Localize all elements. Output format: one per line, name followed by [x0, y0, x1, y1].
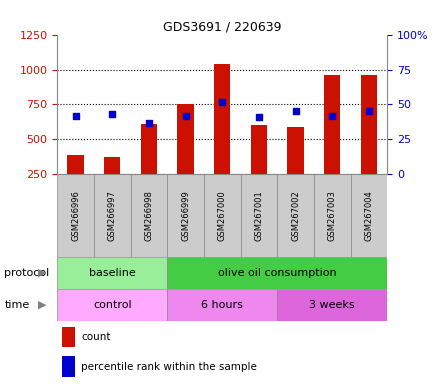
Point — [365, 108, 372, 114]
Point — [292, 108, 299, 114]
Text: GSM267003: GSM267003 — [328, 190, 337, 241]
Text: time: time — [4, 300, 29, 310]
Point — [219, 99, 226, 105]
Bar — [67, 155, 84, 174]
Bar — [141, 124, 157, 174]
Bar — [167, 289, 277, 321]
Text: GSM266996: GSM266996 — [71, 190, 80, 241]
Point — [145, 119, 152, 126]
Bar — [57, 174, 94, 257]
Bar — [361, 75, 377, 174]
Text: 3 weeks: 3 weeks — [309, 300, 355, 310]
Text: percentile rank within the sample: percentile rank within the sample — [81, 362, 257, 372]
Text: GSM267001: GSM267001 — [254, 190, 264, 241]
Title: GDS3691 / 220639: GDS3691 / 220639 — [163, 20, 282, 33]
Bar — [324, 75, 341, 174]
Text: GSM267000: GSM267000 — [218, 190, 227, 241]
Bar — [277, 289, 387, 321]
Point — [255, 114, 262, 120]
Text: GSM267002: GSM267002 — [291, 190, 300, 241]
Text: GSM266998: GSM266998 — [144, 190, 154, 241]
Text: GSM266999: GSM266999 — [181, 190, 190, 241]
Text: baseline: baseline — [89, 268, 136, 278]
Bar — [104, 157, 121, 174]
Bar — [57, 289, 167, 321]
Bar — [214, 64, 231, 174]
Text: count: count — [81, 332, 111, 342]
Bar — [287, 127, 304, 174]
Bar — [57, 257, 167, 289]
Point — [72, 113, 79, 119]
Bar — [167, 174, 204, 257]
Bar — [277, 174, 314, 257]
Text: GSM267004: GSM267004 — [364, 190, 374, 241]
Bar — [204, 174, 241, 257]
Bar — [177, 104, 194, 174]
Text: GSM266997: GSM266997 — [108, 190, 117, 241]
Text: control: control — [93, 300, 132, 310]
Bar — [251, 126, 267, 174]
Bar — [94, 174, 131, 257]
Point — [109, 111, 116, 117]
Text: ▶: ▶ — [37, 268, 46, 278]
Text: protocol: protocol — [4, 268, 50, 278]
Text: olive oil consumption: olive oil consumption — [218, 268, 337, 278]
Point — [329, 113, 336, 119]
Text: 6 hours: 6 hours — [201, 300, 243, 310]
Bar — [62, 326, 75, 348]
Bar — [62, 356, 75, 377]
Point — [182, 113, 189, 119]
Bar — [241, 174, 277, 257]
Bar — [131, 174, 167, 257]
Text: ▶: ▶ — [37, 300, 46, 310]
Bar — [167, 257, 387, 289]
Bar — [351, 174, 387, 257]
Bar — [314, 174, 351, 257]
